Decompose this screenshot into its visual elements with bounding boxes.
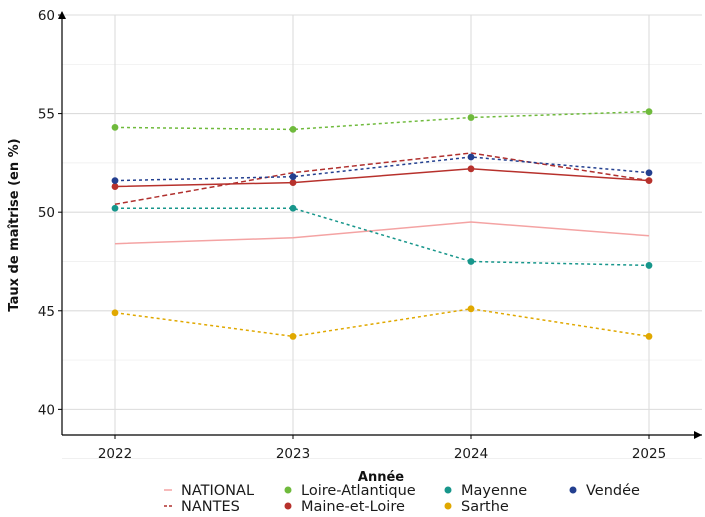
legend-label: Maine-et-Loire [301,499,405,515]
axes [58,11,702,439]
data-point-mayenne [111,204,119,212]
series-line-vend-e [114,156,650,182]
legend-item-loire-atlantique: Loire-Atlantique [284,483,416,499]
y-axis-title: Taux de maîtrise (en %) [7,138,22,311]
x-axis-arrow [694,431,702,439]
series-line-sarthe [114,308,650,338]
legend-label: Vendée [586,483,640,499]
legend-label: NANTES [181,499,240,515]
legend-item-vend-e: Vendée [569,483,640,499]
series-layer [111,108,653,340]
legend-label: Mayenne [461,483,527,499]
series-line-maine-et-loire [114,168,650,188]
legend-item-nantes: NANTES [164,499,240,515]
grid [62,14,702,460]
legend-swatch [284,502,292,510]
legend-swatch [444,502,452,510]
legend-item-mayenne: Mayenne [444,483,527,499]
data-point-loire-atlantique [289,125,297,133]
legend-label: NATIONAL [181,483,254,499]
series-line-nantes [114,152,650,206]
legend-item-maine-et-loire: Maine-et-Loire [284,499,405,515]
legend-swatch [284,486,292,494]
data-point-maine-et-loire [111,183,119,190]
y-tick-label: 45 [38,304,55,320]
y-tick-label: 60 [38,8,55,24]
data-point-vend-e [645,169,653,177]
y-tick-label: 55 [38,107,55,123]
data-point-maine-et-loire [467,165,475,173]
data-point-loire-atlantique [467,114,475,121]
data-point-loire-atlantique [111,123,119,131]
data-point-mayenne [467,258,475,265]
data-point-sarthe [645,333,653,340]
data-point-vend-e [289,173,297,181]
data-point-sarthe [111,309,119,317]
series-line-loire-atlantique [114,110,650,131]
series-line-national [114,221,650,245]
data-point-loire-atlantique [645,108,653,116]
data-point-vend-e [111,177,119,185]
legend-label: Loire-Atlantique [301,483,416,499]
data-point-sarthe [289,333,297,340]
data-point-mayenne [645,262,653,269]
data-point-sarthe [467,305,475,313]
legend-item-sarthe: Sarthe [444,499,509,515]
data-point-vend-e [467,153,475,161]
data-point-maine-et-loire [289,179,297,187]
data-point-maine-et-loire [645,177,653,185]
data-point-mayenne [289,204,297,212]
x-tick-label: 2025 [632,446,666,462]
y-tick-label: 50 [38,205,55,221]
legend-swatch [444,486,452,494]
legend-item-national: NATIONAL [164,483,254,499]
x-axis-title: Année [358,470,404,485]
x-tick-label: 2023 [276,446,310,462]
x-tick-label: 2022 [98,446,132,462]
legend-label: Sarthe [461,499,509,515]
x-tick-label: 2024 [454,446,488,462]
series-line-mayenne [115,207,650,267]
legend-swatch [569,486,577,494]
tick-labels: 40 45 50 55 60 2022 2023 2024 2025 [38,8,666,462]
y-tick-label: 40 [38,402,55,418]
